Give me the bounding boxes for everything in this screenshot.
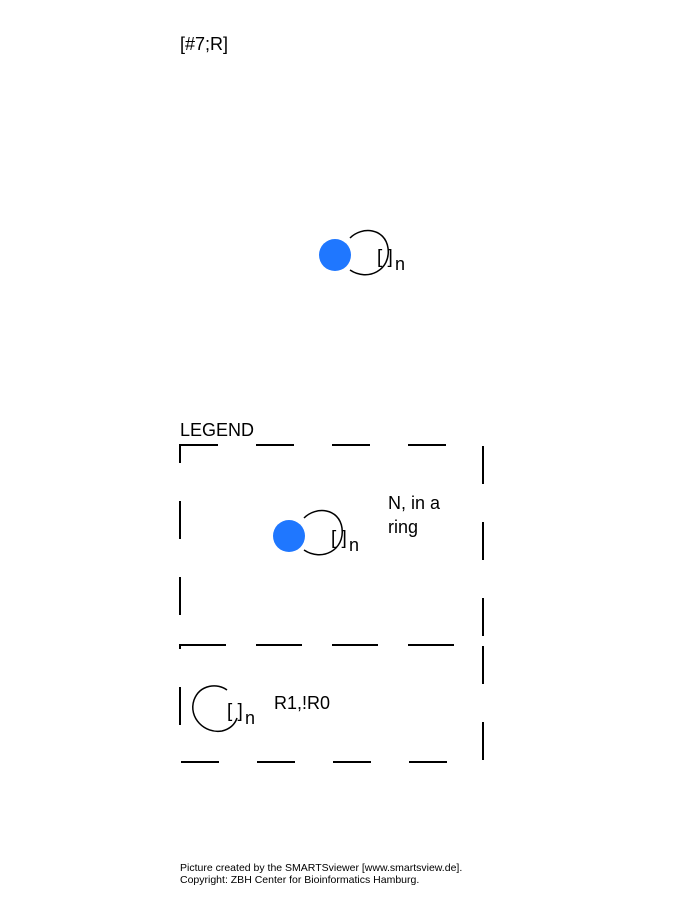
main-ring-subscript: n (395, 254, 405, 274)
main-ring-loop (349, 229, 389, 276)
main-atom-node (319, 239, 351, 271)
main-atom-group: [ ] n (319, 229, 405, 276)
legend-atom-node (273, 520, 305, 552)
legend-atom-ring-bracket: [ ] (331, 528, 347, 549)
footer-line-2: Copyright: ZBH Center for Bioinformatics… (180, 874, 420, 886)
legend-ring-bracket: [ ] (227, 701, 243, 722)
legend-atom-description-line1: N, in a (388, 493, 441, 513)
main-ring-bracket: [ ] (377, 247, 393, 268)
legend-atom-box (179, 444, 484, 646)
query-title: [#7;R] (180, 34, 228, 54)
legend-box-outlines (179, 444, 484, 763)
blue-atom-ring-icon (303, 509, 343, 556)
footer-line-1: Picture created by the SMARTSviewer [www… (180, 862, 463, 874)
legend-atom-ring-subscript: n (349, 535, 359, 555)
ring-loop-icon (192, 685, 238, 733)
legend-ring-box (179, 644, 484, 763)
legend-ring-entry: [ ] n R1,!R0 (192, 685, 330, 733)
legend-ring-label: R1,!R0 (274, 693, 330, 713)
legend-ring-subscript: n (245, 708, 255, 728)
legend-atom-description-line2: ring (388, 517, 418, 537)
legend-title: LEGEND (180, 420, 254, 440)
legend-atom-entry: [ ] n N, in a ring (273, 493, 441, 556)
footer-credit: Picture created by the SMARTSviewer [www… (180, 862, 462, 886)
